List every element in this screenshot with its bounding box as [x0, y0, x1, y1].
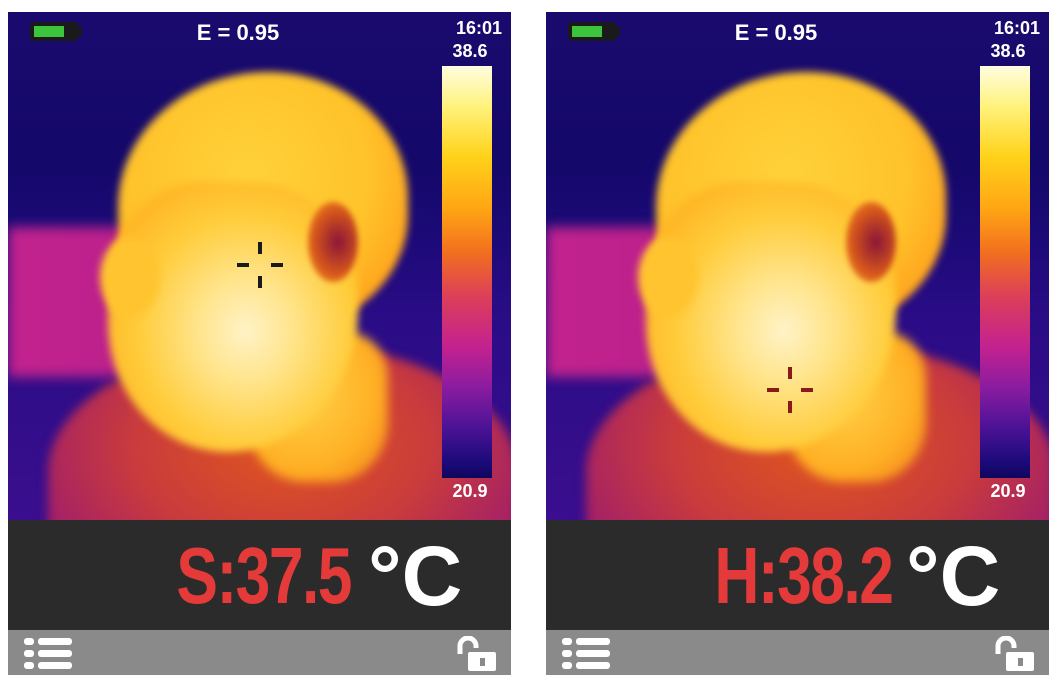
thermal-image: E = 0.95 16:01 38.6 20.9	[546, 12, 1049, 520]
temperature-unit: °C	[368, 529, 463, 623]
temperature-reading: H:38.2	[714, 531, 893, 620]
thermal-ear	[846, 202, 896, 282]
menu-list-icon[interactable]	[562, 638, 610, 670]
spot-crosshair-icon	[237, 242, 283, 288]
scale-max-value: 38.6	[990, 41, 1026, 61]
battery-icon	[568, 22, 616, 41]
bottom-toolbar	[8, 630, 511, 675]
bottom-toolbar	[546, 630, 1049, 675]
unlock-icon[interactable]	[454, 636, 498, 672]
menu-list-icon[interactable]	[24, 638, 72, 670]
temperature-readout-panel: S:37.5 °C	[8, 520, 511, 630]
temperature-reading: S:37.5	[176, 531, 352, 620]
emissivity-value: E = 0.95	[734, 20, 818, 45]
scale-min-value: 20.9	[452, 481, 488, 501]
clock-time: 16:01	[455, 18, 502, 38]
temperature-readout-panel: H:38.2 °C	[546, 520, 1049, 630]
battery-level	[34, 26, 64, 37]
unlock-icon[interactable]	[992, 636, 1036, 672]
clock-time: 16:01	[993, 18, 1040, 38]
thermal-screen-right: E = 0.95 16:01 38.6 20.9 H:38.2 °C	[546, 12, 1049, 675]
emissivity-value: E = 0.95	[196, 20, 280, 45]
thermal-image: E = 0.95 16:01 38.6 20.9	[8, 12, 511, 520]
thermal-nose	[638, 237, 698, 317]
thermal-ear	[308, 202, 358, 282]
scale-max-value: 38.6	[452, 41, 488, 61]
temperature-unit: °C	[906, 529, 1001, 623]
battery-level	[572, 26, 602, 37]
scale-min-value: 20.9	[990, 481, 1026, 501]
color-scale-bar	[980, 66, 1030, 478]
thermal-screen-left: E = 0.95 16:01 38.6 20.9 S:37.5 °C	[8, 12, 511, 675]
color-scale-bar	[442, 66, 492, 478]
hotspot-crosshair-icon	[767, 367, 813, 413]
battery-icon	[30, 22, 78, 41]
thermal-nose	[100, 237, 160, 317]
